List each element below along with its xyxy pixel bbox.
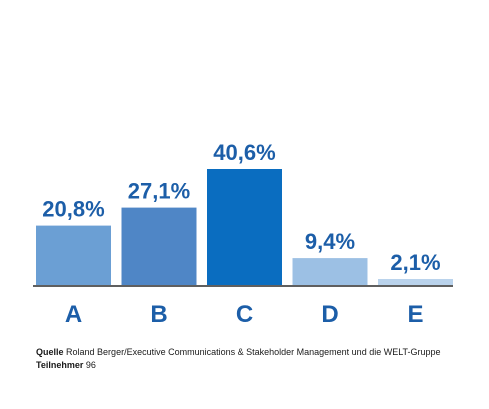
- bar-b: [121, 207, 197, 285]
- category-labels-group: A B C D E: [65, 301, 424, 328]
- value-label-c: 40,6%: [213, 140, 275, 165]
- participants-label: Teilnehmer: [36, 360, 84, 370]
- bar-chart: 20,8% 27,1% 40,6% 9,4% 2,1% A B C D E: [33, 140, 453, 328]
- category-label-d: D: [321, 301, 338, 328]
- bar-a: [36, 225, 111, 285]
- value-label-d: 9,4%: [305, 229, 355, 254]
- category-label-c: C: [236, 301, 253, 328]
- category-label-b: B: [150, 301, 167, 328]
- value-labels-group: 20,8% 27,1% 40,6% 9,4% 2,1%: [42, 140, 440, 275]
- participants-line: Teilnehmer 96: [36, 359, 441, 372]
- source-label: Quelle: [36, 347, 64, 357]
- value-label-b: 27,1%: [128, 179, 190, 204]
- source-line: Quelle Roland Berger/Executive Communica…: [36, 346, 441, 359]
- participants-value: 96: [85, 360, 96, 370]
- bar-e: [378, 279, 453, 285]
- value-label-a: 20,8%: [42, 197, 104, 222]
- value-label-e: 2,1%: [390, 250, 440, 275]
- chart-footer: Quelle Roland Berger/Executive Communica…: [36, 346, 441, 372]
- bar-c: [207, 169, 282, 285]
- category-label-e: E: [407, 301, 423, 328]
- category-label-a: A: [65, 301, 82, 328]
- bar-d: [292, 258, 368, 285]
- source-text: Roland Berger/Executive Communications &…: [66, 347, 441, 357]
- bars-group: [36, 169, 453, 285]
